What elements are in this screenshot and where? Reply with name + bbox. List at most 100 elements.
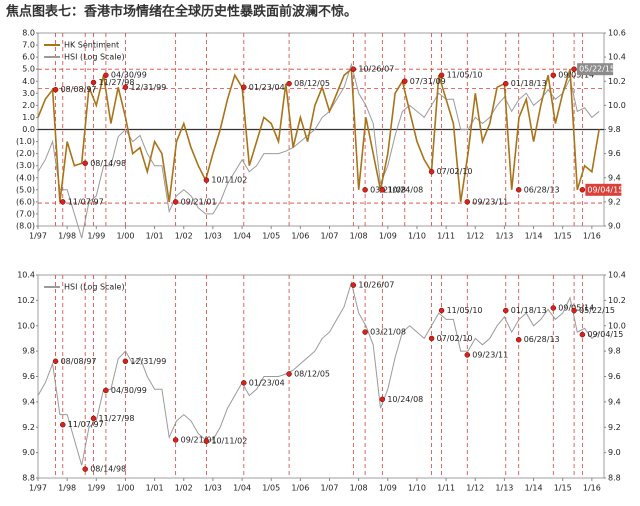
event-point bbox=[438, 72, 445, 78]
x-tick-label: 1/14 bbox=[525, 484, 543, 493]
x-tick-label: 1/13 bbox=[495, 484, 513, 493]
y-tick-label: 10.0 bbox=[17, 321, 35, 330]
y2-tick-label: 9.4 bbox=[608, 173, 621, 182]
y-tick-label: (8.0) bbox=[16, 222, 35, 231]
y2-tick-label: 8.8 bbox=[608, 474, 621, 483]
series-line bbox=[37, 280, 600, 466]
x-tick-label: 1/12 bbox=[466, 484, 484, 493]
y-tick-label: (6.0) bbox=[16, 197, 35, 206]
x-tick-label: 1/10 bbox=[408, 232, 426, 241]
event-point bbox=[579, 187, 586, 193]
event-label: 07/31/09 bbox=[410, 77, 446, 86]
y-tick-label: (3.0) bbox=[16, 161, 35, 170]
event-point bbox=[203, 177, 210, 183]
x-tick-label: 1/04 bbox=[233, 232, 251, 241]
event-label: 09/04/15 bbox=[587, 185, 623, 194]
x-tick-label: 1/07 bbox=[321, 484, 339, 493]
event-point bbox=[122, 84, 129, 91]
event-label: 09/23/11 bbox=[472, 197, 508, 206]
event-label: 11/27/98 bbox=[99, 414, 135, 423]
event-point bbox=[379, 396, 386, 403]
series-line bbox=[37, 67, 600, 203]
event-label: 08/08/97 bbox=[61, 85, 97, 94]
y-tick-label: (1.0) bbox=[16, 137, 35, 146]
y-tick-label: (2.0) bbox=[16, 149, 35, 158]
x-tick-label: 1/15 bbox=[554, 484, 572, 493]
event-label: 08/12/05 bbox=[294, 369, 330, 378]
event-point bbox=[60, 421, 66, 428]
event-point bbox=[103, 387, 109, 394]
event-label: 10/26/07 bbox=[358, 281, 394, 290]
y-tick-label: (5.0) bbox=[16, 185, 35, 194]
event-label: 03/21/08 bbox=[370, 328, 406, 337]
y2-tick-label: 10.4 bbox=[608, 271, 626, 280]
y-tick-label: 9.2 bbox=[22, 423, 35, 432]
event-label: 09/04/15 bbox=[587, 330, 623, 339]
y2-tick-label: 10.2 bbox=[608, 296, 626, 305]
x-tick-label: 1/09 bbox=[379, 484, 397, 493]
event-label: 11/07/97 bbox=[68, 197, 104, 206]
y-tick-label: 1.0 bbox=[22, 113, 35, 122]
chart-title: 焦点图表七：香港市场情绪在全球历史性暴跌面前波澜不惊。 bbox=[5, 4, 357, 20]
y2-tick-label: 10.0 bbox=[608, 321, 626, 330]
event-point bbox=[241, 380, 247, 386]
y2-tick-label: 9.0 bbox=[608, 448, 621, 457]
event-label: 09/05/14 bbox=[558, 71, 594, 80]
x-tick-label: 1/13 bbox=[495, 232, 513, 241]
x-tick-label: 1/98 bbox=[58, 232, 76, 241]
y-tick-label: 9.0 bbox=[22, 448, 35, 457]
event-point bbox=[571, 307, 577, 314]
event-label: 07/02/10 bbox=[437, 167, 473, 176]
event-point bbox=[172, 437, 179, 443]
event-label: 08/12/05 bbox=[294, 79, 330, 88]
y-tick-label: 3.0 bbox=[22, 89, 35, 98]
event-point bbox=[172, 199, 179, 205]
event-point bbox=[286, 371, 292, 377]
y2-tick-label: 9.8 bbox=[608, 125, 621, 134]
y-tick-label: 5.0 bbox=[22, 65, 35, 74]
event-label: 12/31/99 bbox=[130, 357, 166, 366]
x-tick-label: 1/03 bbox=[204, 232, 222, 241]
event-label: 07/02/10 bbox=[437, 334, 473, 343]
y-tick-label: 10.4 bbox=[17, 271, 35, 280]
event-label: 09/21/01 bbox=[181, 197, 217, 206]
event-label: 09/05/14 bbox=[558, 303, 594, 312]
x-tick-label: 1/14 bbox=[525, 232, 543, 241]
y-tick-label: 9.4 bbox=[22, 397, 35, 406]
y2-tick-label: 9.2 bbox=[608, 197, 621, 206]
x-tick-label: 1/12 bbox=[466, 232, 484, 241]
y2-tick-label: 9.6 bbox=[608, 149, 621, 158]
event-label: 08/14/98 bbox=[90, 465, 126, 474]
event-point bbox=[52, 358, 59, 365]
event-point bbox=[286, 80, 292, 87]
y2-tick-label: 10.4 bbox=[608, 53, 626, 62]
event-point bbox=[82, 466, 88, 472]
event-point bbox=[503, 80, 509, 87]
event-label: 10/26/07 bbox=[358, 65, 394, 74]
y-tick-label: 6.0 bbox=[22, 53, 35, 62]
legend-label: HK Sentiment bbox=[64, 41, 119, 50]
event-point bbox=[379, 187, 386, 193]
event-point bbox=[571, 66, 577, 72]
event-point bbox=[350, 282, 357, 288]
y2-tick-label: 10.2 bbox=[608, 77, 626, 86]
event-point bbox=[90, 79, 97, 86]
x-tick-label: 1/07 bbox=[321, 232, 339, 241]
x-tick-label: 1/08 bbox=[350, 232, 368, 241]
event-point bbox=[550, 72, 557, 78]
event-label: 10/11/02 bbox=[211, 176, 247, 185]
event-point bbox=[464, 199, 471, 205]
event-label: 01/18/13 bbox=[511, 306, 547, 315]
event-point bbox=[122, 358, 129, 365]
event-label: 04/30/99 bbox=[111, 386, 147, 395]
event-label: 09/23/11 bbox=[472, 350, 508, 359]
x-tick-label: 1/04 bbox=[233, 484, 251, 493]
y-tick-label: 2.0 bbox=[22, 101, 35, 110]
x-tick-label: 1/06 bbox=[291, 484, 309, 493]
event-point bbox=[60, 199, 66, 205]
label-box bbox=[585, 183, 622, 196]
x-tick-label: 1/99 bbox=[87, 484, 105, 493]
event-label: 01/23/04 bbox=[249, 378, 285, 387]
event-label: 11/05/10 bbox=[447, 71, 483, 80]
